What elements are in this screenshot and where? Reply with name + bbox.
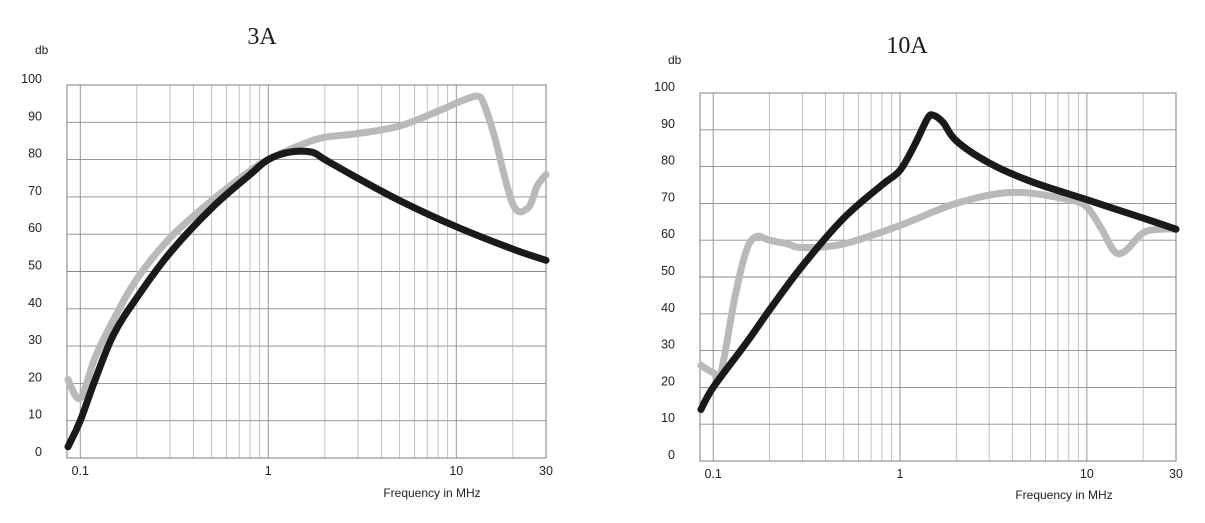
y-tick-label: 30	[28, 333, 42, 347]
chart-title: 3A	[247, 24, 277, 50]
x-tick-label: 10	[1080, 467, 1094, 481]
chart-3a: 3A db Frequency in MHz 0 10 20 30 40 50 60 70 80…	[21, 24, 553, 500]
series-line-light	[64, 92, 550, 403]
grid	[699, 92, 1177, 462]
y-tick-label: 0	[668, 448, 675, 462]
series-group	[697, 111, 1180, 413]
x-tick-label: 30	[539, 464, 553, 478]
y-tick-label: 10	[661, 411, 675, 425]
tick-labels: 0 10 20 30 40 50 60 70 80 90 100 0.1 1 10 30	[654, 80, 1183, 481]
y-tick-label: 80	[28, 147, 42, 161]
x-tick-label: 30	[1169, 467, 1183, 481]
y-tick-label: 50	[661, 264, 675, 278]
y-tick-label: 20	[28, 370, 42, 384]
y-tick-label: 90	[661, 117, 675, 131]
chart-10a: 10A db Frequency in MHz 0 10 20 30 40 50 60 70 8…	[654, 33, 1183, 502]
y-tick-label: 60	[28, 221, 42, 235]
y-tick-label: 90	[28, 109, 42, 123]
x-tick-label: 0.1	[72, 464, 89, 478]
x-tick-label: 1	[265, 464, 272, 478]
y-tick-label: 70	[661, 190, 675, 204]
x-axis-label: Frequency in MHz	[1015, 488, 1112, 502]
x-tick-label: 0.1	[704, 467, 721, 481]
series-line-dark	[64, 147, 550, 451]
grid	[66, 84, 547, 459]
y-tick-label: 40	[28, 296, 42, 310]
y-tick-label: 20	[661, 374, 675, 388]
y-tick-label: 100	[654, 80, 675, 94]
series-group	[64, 92, 550, 451]
y-axis-label: db	[35, 43, 49, 57]
y-tick-label: 80	[661, 154, 675, 168]
y-tick-label: 0	[35, 445, 42, 459]
tick-labels: 0 10 20 30 40 50 60 70 80 90 100 0.1 1 10 30	[21, 72, 553, 478]
y-tick-label: 100	[21, 72, 42, 86]
y-tick-label: 50	[28, 259, 42, 273]
series-line-dark	[697, 111, 1180, 413]
y-tick-label: 30	[661, 338, 675, 352]
y-tick-label: 10	[28, 408, 42, 422]
y-axis-label: db	[668, 53, 682, 67]
x-axis-label: Frequency in MHz	[383, 486, 480, 500]
x-tick-label: 1	[897, 467, 904, 481]
y-tick-label: 60	[661, 227, 675, 241]
plot-frame	[66, 84, 547, 459]
chart-title: 10A	[886, 33, 928, 59]
y-tick-label: 70	[28, 184, 42, 198]
x-tick-label: 10	[449, 464, 463, 478]
series-line-light	[697, 188, 1180, 382]
plot-frame	[699, 92, 1177, 462]
y-tick-label: 40	[661, 301, 675, 315]
